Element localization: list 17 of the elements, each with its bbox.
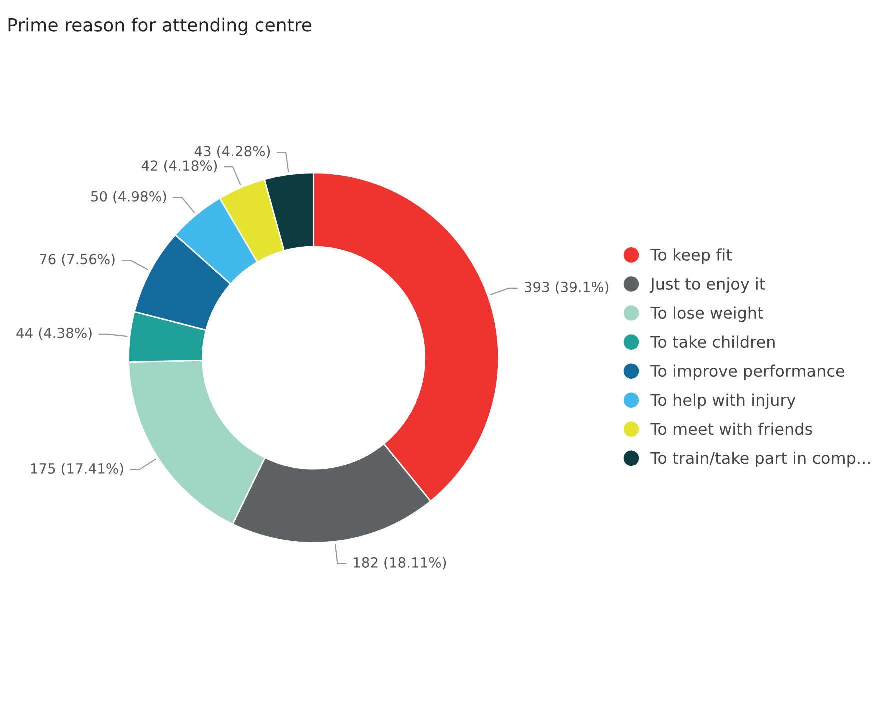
legend-label: To keep fit [650, 248, 732, 264]
data-label: 182 (18.11%) [354, 557, 446, 570]
chart-title: Prime reason for attending centre [8, 18, 312, 36]
data-label: 44 (4.38%) [16, 328, 92, 340]
data-label: 175 (17.41%) [31, 463, 124, 476]
data-label: 42 (4.18%) [142, 160, 218, 173]
legend-label: To help with injury [650, 394, 796, 410]
legend-label: To train/take part in comp... [650, 452, 870, 468]
legend-label: To meet with friends [650, 422, 812, 436]
legend-label: To improve performance [650, 364, 844, 380]
data-label: 393 (39.1%) [524, 282, 609, 294]
data-label: 43 (4.28%) [194, 146, 270, 158]
data-label: 76 (7.56%) [40, 254, 115, 266]
legend-label: To take children [650, 336, 775, 348]
legend-label: To lose weight [650, 306, 764, 322]
data-label: 50 (4.98%) [91, 191, 166, 204]
legend-label: Just to enjoy it [650, 278, 766, 294]
